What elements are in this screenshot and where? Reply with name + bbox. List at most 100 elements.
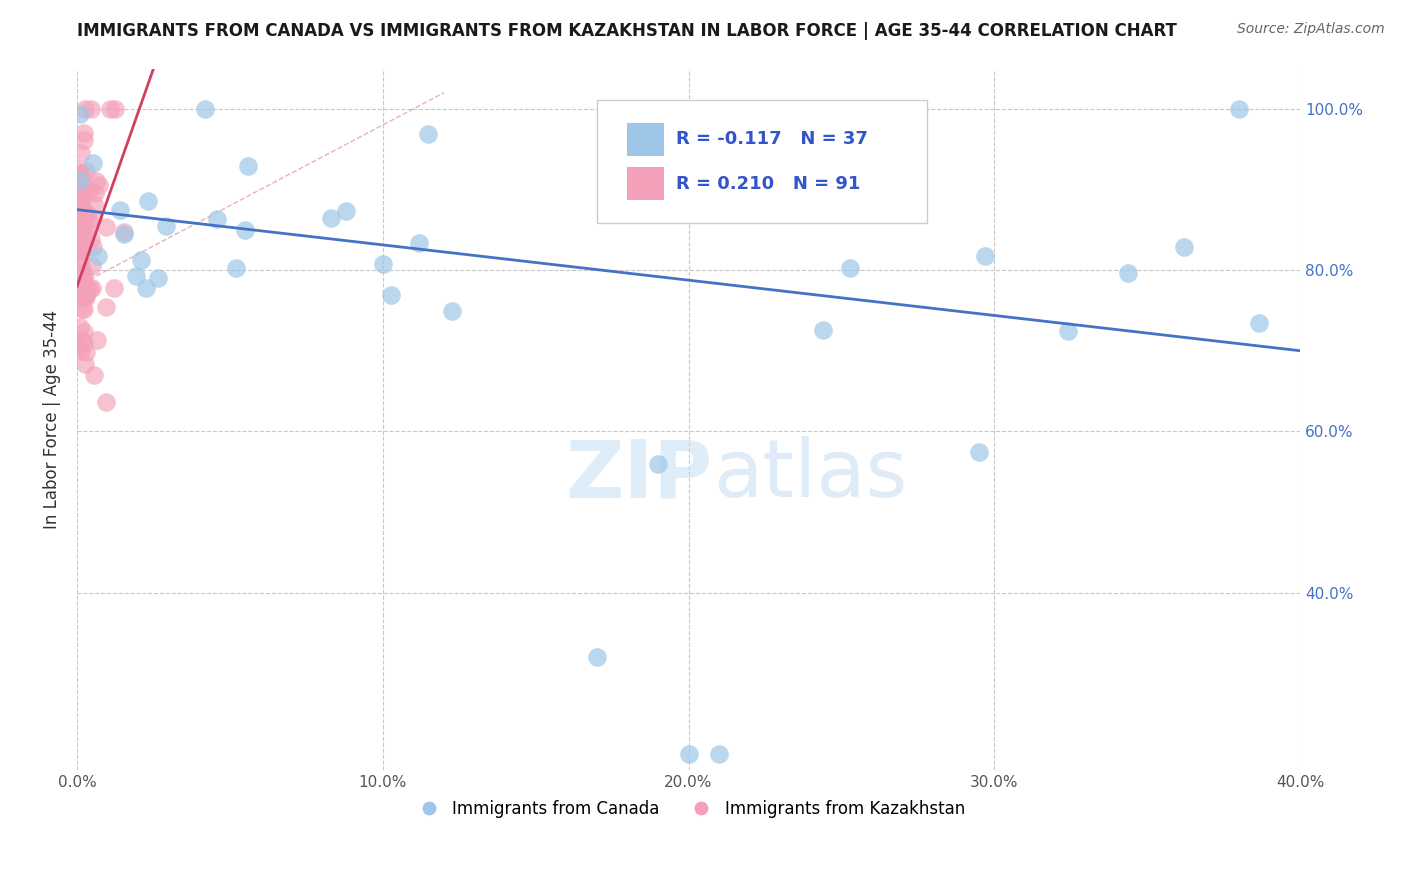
Text: Source: ZipAtlas.com: Source: ZipAtlas.com [1237,22,1385,37]
Point [66,216,89,230]
Point [69,107,91,121]
Point [70,225,93,239]
Point [70,191,93,205]
Point [104,102,127,116]
Point [80,259,103,273]
Point [73,102,96,116]
Point [69,244,91,258]
Point [67,217,90,231]
Point [76,280,98,294]
FancyBboxPatch shape [596,100,927,223]
Point [87,249,110,263]
Point [69,178,91,192]
Point [103,281,125,295]
Point [96,300,118,314]
Point [69,223,91,237]
Point [67,171,90,186]
Point [70,166,93,180]
Point [84,186,107,201]
Point [67,292,90,306]
Point [67,225,90,239]
Point [75,289,97,303]
Point [225,261,247,276]
Point [73,357,96,371]
Point [69,196,91,211]
Point [73,126,96,140]
Point [82,156,104,170]
Point [70,333,93,347]
Point [236,159,259,173]
Point [72,325,94,339]
Point [75,290,97,304]
Point [75,286,97,301]
Point [76,224,98,238]
Point [73,230,96,244]
Point [72,335,94,350]
Point [408,236,430,251]
Point [585,650,607,665]
Point [83,368,105,382]
Point [69,242,91,256]
Text: IMMIGRANTS FROM CANADA VS IMMIGRANTS FROM KAZAKHSTAN IN LABOR FORCE | AGE 35-44 : IMMIGRANTS FROM CANADA VS IMMIGRANTS FRO… [77,22,1177,40]
Text: ZIP: ZIP [565,436,713,515]
Point [73,268,96,282]
Bar [627,167,664,201]
Point [974,249,997,263]
Point [1118,266,1140,280]
Point [70,343,93,358]
Point [112,227,135,242]
Point [108,203,131,218]
Point [233,223,256,237]
Point [67,203,90,218]
Point [82,211,104,226]
Point [647,457,669,471]
Point [129,253,152,268]
Point [69,285,91,299]
Point [380,288,402,302]
Text: atlas: atlas [713,436,907,515]
Point [136,194,159,208]
Point [86,334,108,348]
Point [79,232,101,246]
Point [96,394,118,409]
Point [77,184,100,198]
Point [80,102,103,116]
Point [94,219,117,234]
Point [79,213,101,227]
Text: R = -0.117   N = 37: R = -0.117 N = 37 [676,130,868,148]
Point [69,173,91,187]
Point [75,205,97,219]
Point [67,237,90,252]
Bar [627,122,664,156]
Point [418,127,440,141]
Point [69,259,91,273]
Point [73,289,96,303]
Point [441,304,464,318]
Point [66,245,89,260]
Point [66,232,89,246]
Point [70,145,93,160]
Point [76,207,98,221]
Point [194,102,217,116]
Point [79,281,101,295]
Point [66,340,89,354]
Y-axis label: In Labor Force | Age 35-44: In Labor Force | Age 35-44 [44,310,60,529]
Point [319,211,342,225]
Point [67,277,90,291]
Legend: Immigrants from Canada, Immigrants from Kazakhstan: Immigrants from Canada, Immigrants from … [405,794,972,825]
Point [66,186,89,201]
Point [82,281,104,295]
Point [335,203,357,218]
Point [73,133,96,147]
Point [1227,102,1250,116]
Point [155,219,177,233]
Point [73,301,96,316]
Point [69,221,91,235]
Point [72,191,94,205]
Point [75,345,97,359]
Point [678,747,700,761]
Point [70,229,93,244]
Point [66,164,89,178]
Point [70,186,93,201]
Point [838,261,860,276]
